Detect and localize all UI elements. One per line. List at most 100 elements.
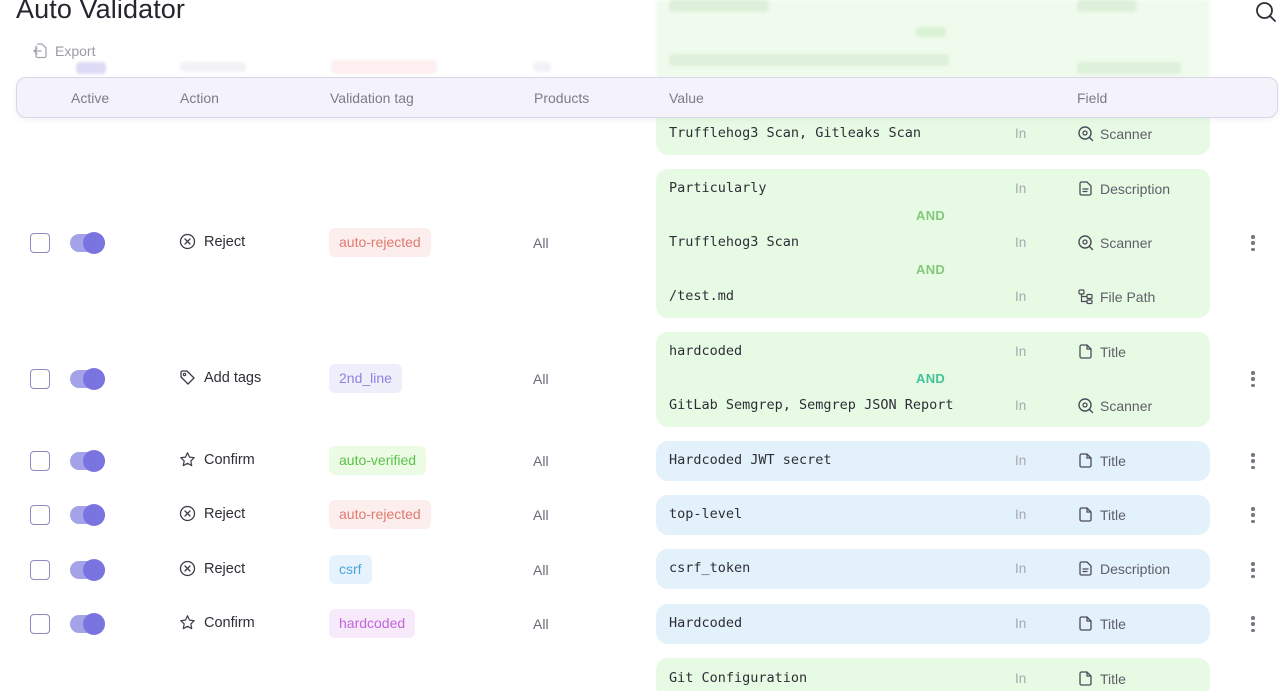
validation-tag: auto-rejected [329,228,431,257]
star-icon [180,452,195,467]
export-icon [33,43,47,59]
row-menu-button[interactable] [1247,369,1259,389]
products-cell: All [533,507,549,523]
row-checkbox[interactable] [30,369,50,389]
condition: Git Configuration In Title [669,670,1126,687]
condition-field: Title [1077,452,1126,469]
value-box [656,441,1210,481]
scanner-icon [1078,126,1094,142]
condition: csrf_token In Description [669,560,1171,577]
star-icon [180,615,195,630]
condition: Hardcoded In Title [669,615,1126,632]
active-toggle[interactable] [70,559,105,581]
value-box [656,549,1210,589]
row-checkbox[interactable] [30,233,50,253]
condition-field: Scanner [1077,234,1152,251]
validation-tag: csrf [329,555,372,584]
products-cell: All [533,371,549,387]
condition-field: Title [1077,343,1126,360]
condition-operator: In [1015,126,1027,141]
row-menu-button[interactable] [1247,614,1259,634]
row-checkbox[interactable] [30,451,50,471]
row-menu-button[interactable] [1247,451,1259,471]
title-icon [1079,616,1092,631]
condition-field: Scanner [1077,397,1152,414]
reject-icon [179,505,196,522]
description-icon [1079,561,1092,576]
file-path-icon [1078,289,1093,305]
condition-field: Title [1077,506,1126,523]
column-header-active[interactable]: Active [71,90,110,106]
scanner-icon [1078,235,1094,251]
condition-field: Description [1077,180,1170,197]
title-icon [1079,507,1092,522]
active-toggle[interactable] [70,232,105,254]
action-cell: Add tags [179,369,261,386]
row-checkbox[interactable] [30,614,50,634]
condition: Trufflehog3 Scan In Scanner [669,234,1153,251]
condition-field: Title [1077,615,1126,632]
row-checkbox[interactable] [30,505,50,525]
value-box [656,332,1210,427]
value-box [656,495,1210,535]
value-box [656,658,1210,691]
description-icon [1079,181,1092,196]
row-menu-button[interactable] [1247,233,1259,253]
and-operator: AND [916,208,946,223]
search-button[interactable] [1255,1,1277,23]
column-header-products[interactable]: Products [534,90,590,106]
export-button[interactable]: Export [32,42,95,59]
and-operator: AND [916,371,946,386]
active-toggle[interactable] [70,613,105,635]
action-cell: Confirm [179,451,255,468]
active-toggle[interactable] [70,368,105,390]
export-label: Export [55,42,96,59]
products-cell: All [533,235,549,251]
condition: Particularly In Description [669,180,1171,197]
column-header-field[interactable]: Field [1077,90,1108,106]
value-box [656,169,1210,318]
reject-icon [179,233,196,250]
condition-value: Trufflehog3 Scan, Gitleaks Scan [669,125,921,141]
validation-tag: 2nd_line [329,364,402,393]
condition: Trufflehog3 Scan, Gitleaks Scan In Scann… [669,125,1209,145]
condition: GitLab Semgrep, Semgrep JSON Report In S… [669,397,1153,414]
title-icon [1079,344,1092,359]
condition: hardcoded In Title [669,343,1126,360]
tag-icon [180,370,195,385]
row-menu-button[interactable] [1247,505,1259,525]
page-title: Auto Validator [16,0,186,24]
condition-field: Scanner [1077,125,1152,142]
condition: top-level In Title [669,506,1126,523]
condition-field: File Path [1077,288,1155,305]
scanner-icon [1078,398,1094,414]
action-cell: Confirm [179,614,255,631]
products-cell: All [533,453,549,469]
condition-field: Title [1077,670,1126,687]
action-cell: Reject [179,505,245,522]
active-toggle[interactable] [70,504,105,526]
search-icon [1256,2,1276,22]
products-cell: All [533,562,549,578]
condition: Hardcoded JWT secret In Title [669,452,1126,469]
and-operator: AND [916,262,946,277]
action-cell: Reject [179,560,245,577]
title-icon [1079,453,1092,468]
value-box [656,604,1210,644]
row-menu-button[interactable] [1247,560,1259,580]
products-cell: All [533,616,549,632]
table-header: Active Action Validation tag Products Va… [16,77,1278,118]
scrolled-row-ghost [0,0,1280,80]
column-header-value[interactable]: Value [669,90,704,106]
active-toggle[interactable] [70,450,105,472]
reject-icon [179,560,196,577]
action-cell: Reject [179,233,245,250]
validation-tag: auto-rejected [329,500,431,529]
condition-field: Description [1077,560,1170,577]
title-icon [1079,671,1092,686]
row-checkbox[interactable] [30,560,50,580]
column-header-action[interactable]: Action [180,90,219,106]
column-header-validation-tag[interactable]: Validation tag [330,90,414,106]
condition: /test.md In File Path [669,288,1156,305]
validation-tag: auto-verified [329,446,427,475]
